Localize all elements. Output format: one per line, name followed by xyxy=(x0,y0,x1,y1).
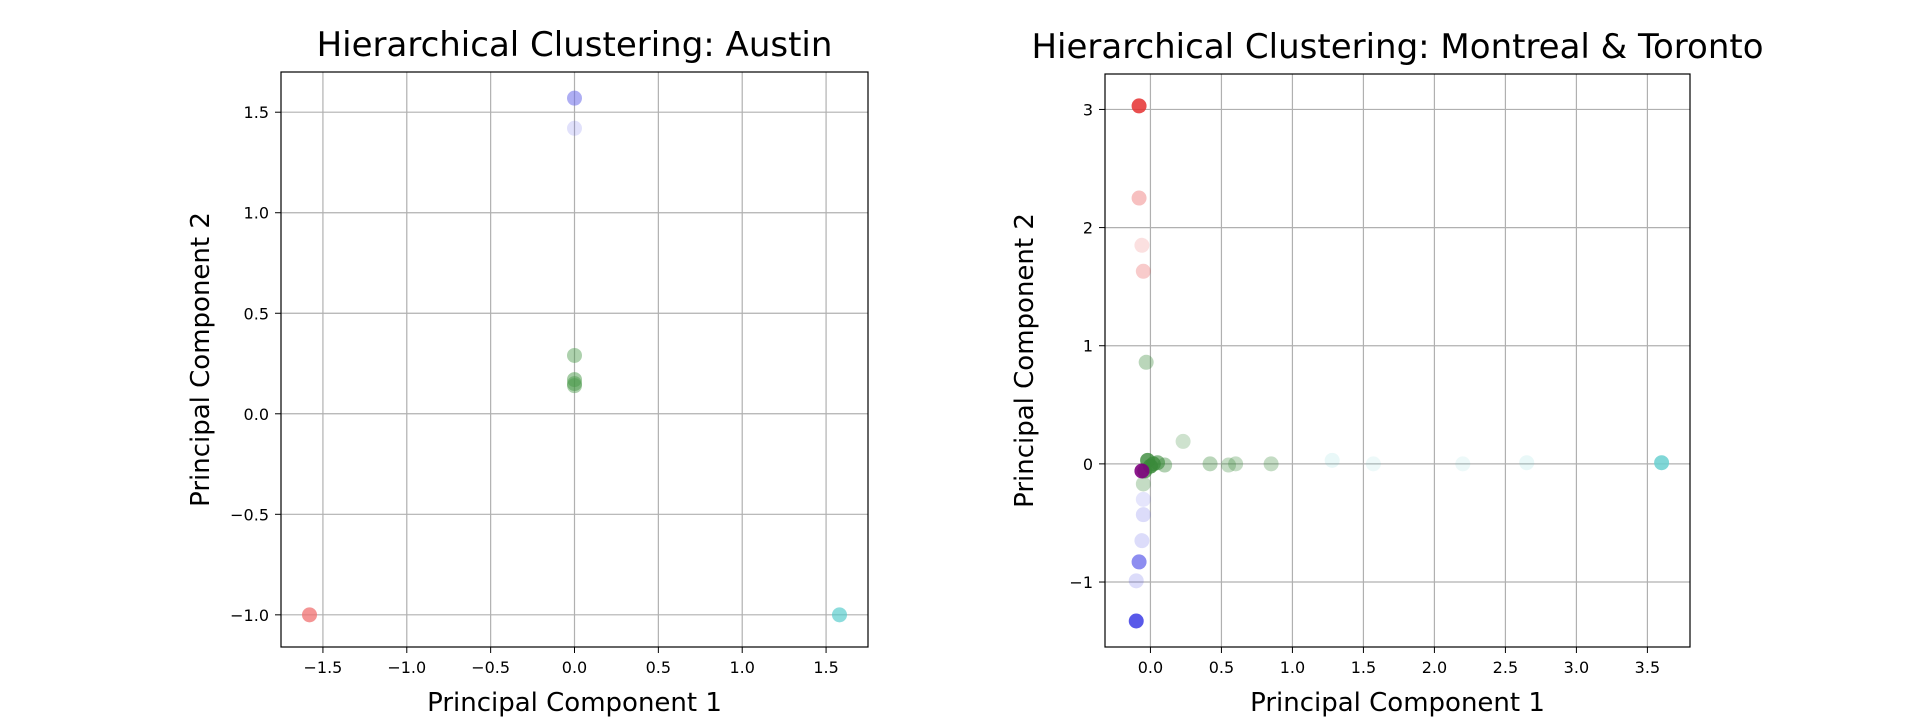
data-point xyxy=(1131,98,1147,114)
x-tick-label: 2.5 xyxy=(1493,658,1518,677)
x-tick-label: 0.0 xyxy=(562,658,587,677)
data-point xyxy=(1221,457,1237,473)
y-tick-label: −1.0 xyxy=(230,606,269,625)
data-point xyxy=(1135,491,1151,507)
x-tick-label: 3.0 xyxy=(1564,658,1589,677)
y-tick-label: 0 xyxy=(1083,455,1093,474)
data-point xyxy=(1202,456,1218,472)
x-tick-label: 1.5 xyxy=(813,658,838,677)
data-point xyxy=(1455,456,1471,472)
x-tick-label: −1.0 xyxy=(387,658,426,677)
x-tick-label: −0.5 xyxy=(471,658,510,677)
data-point xyxy=(1134,463,1150,479)
data-point xyxy=(831,607,847,623)
x-axis-label: Principal Component 1 xyxy=(427,688,722,718)
chart-title: Hierarchical Clustering: Austin xyxy=(317,25,833,65)
y-tick-label: 0.5 xyxy=(244,304,269,323)
y-tick-label: 2 xyxy=(1083,219,1093,238)
x-tick-label: 0.5 xyxy=(646,658,671,677)
y-tick-label: 1.5 xyxy=(244,103,269,122)
x-tick-label: 1.0 xyxy=(729,658,754,677)
data-point xyxy=(567,120,582,136)
data-point xyxy=(1228,456,1244,472)
chart-2: 0.0 0.5 1.0 1.5 2.0 2.5 3.0 3.5 −1 0 1 2 3 Hierarchic… xyxy=(1010,27,1764,718)
data-point xyxy=(1128,573,1144,589)
x-axis-label: Principal Component 1 xyxy=(1250,688,1545,718)
y-tick-label: 1 xyxy=(1083,337,1093,356)
data-point xyxy=(1365,456,1381,472)
data-point xyxy=(567,347,582,363)
data-point xyxy=(1175,433,1191,449)
data-point xyxy=(1131,554,1147,570)
x-tick-label: −1.5 xyxy=(303,658,342,677)
y-axis-label: Principal Component 2 xyxy=(186,212,216,507)
data-point xyxy=(567,376,582,392)
data-point xyxy=(1263,456,1279,472)
data-point xyxy=(1134,237,1150,253)
chart-1: −1.5 −1.0 −0.5 0.0 0.5 1.0 1.5 −1.0 −0.5 0.0 0.5 1.… xyxy=(186,25,869,718)
x-tick-label: 0.0 xyxy=(1138,658,1163,677)
y-tick-label: −0.5 xyxy=(230,505,269,524)
data-point xyxy=(1138,354,1154,370)
y-tick-label: 1.0 xyxy=(244,204,269,223)
x-tick-label: 1.0 xyxy=(1280,658,1305,677)
data-point xyxy=(1324,452,1340,468)
plot-frame xyxy=(280,71,869,648)
y-tick-label: −1 xyxy=(1069,573,1093,592)
y-tick-label: 0.0 xyxy=(244,405,269,424)
x-tick-label: 0.5 xyxy=(1209,658,1234,677)
data-point xyxy=(567,378,582,394)
y-axis-label: Principal Component 2 xyxy=(1010,213,1040,508)
x-tick-label: 3.5 xyxy=(1635,658,1660,677)
x-tick-label: 1.5 xyxy=(1351,658,1376,677)
data-point xyxy=(1131,190,1147,206)
x-tick-label: 2.0 xyxy=(1422,658,1447,677)
y-tick-label: 3 xyxy=(1083,100,1093,119)
data-point xyxy=(1128,613,1144,629)
data-point xyxy=(1519,455,1535,471)
data-point xyxy=(1135,263,1151,279)
data-point xyxy=(567,90,582,106)
data-point xyxy=(1135,507,1151,523)
data-point xyxy=(302,607,318,623)
data-point xyxy=(1135,476,1151,492)
plot-frame xyxy=(1104,73,1691,648)
chart-title: Hierarchical Clustering: Montreal & Toro… xyxy=(1031,27,1763,67)
data-point xyxy=(1654,455,1670,471)
data-point xyxy=(1134,533,1150,549)
